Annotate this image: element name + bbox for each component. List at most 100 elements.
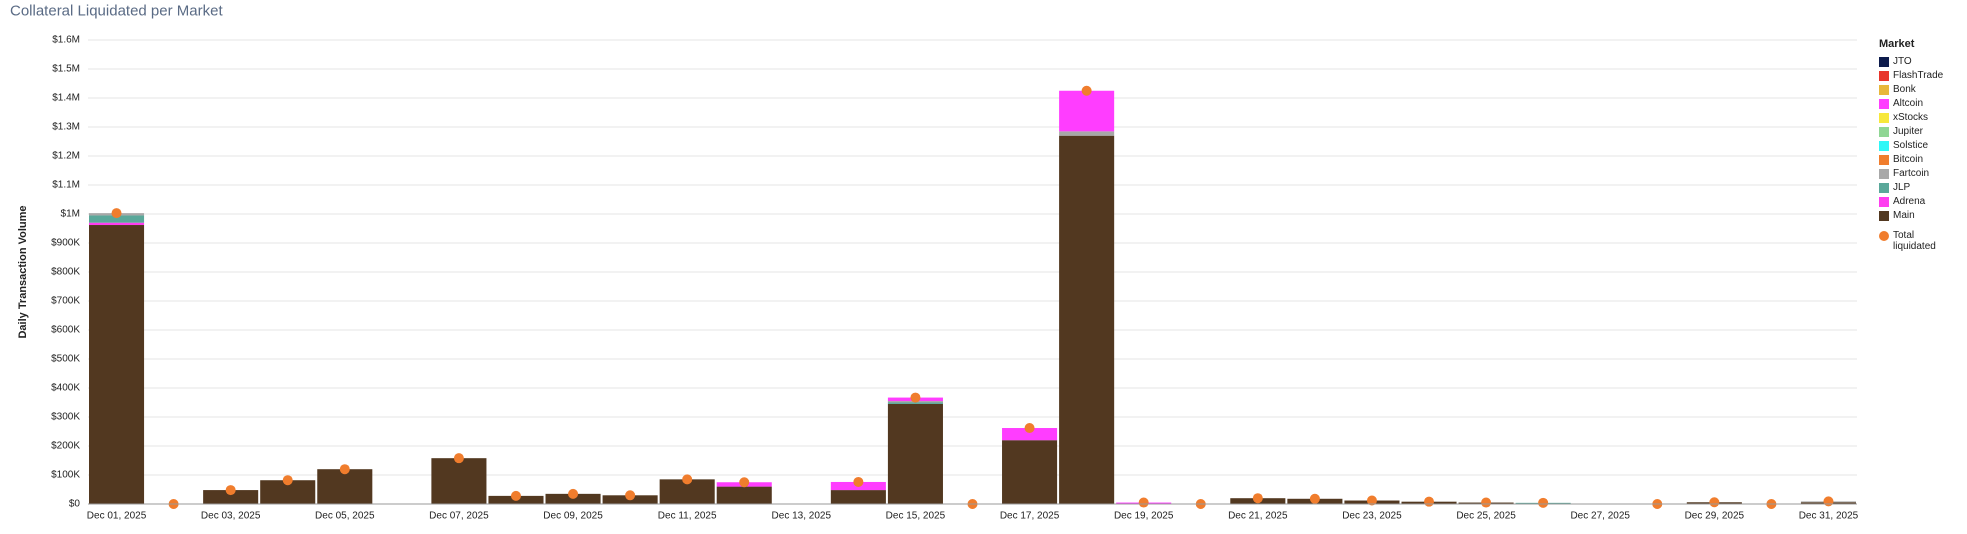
legend-item: Main (1879, 210, 1943, 224)
x-tick-label: Dec 13, 2025 (772, 511, 832, 522)
x-tick-label: Dec 05, 2025 (315, 511, 375, 522)
total-dot (282, 475, 293, 486)
legend-dot (1879, 231, 1889, 241)
total-dot (682, 474, 693, 485)
total-dot (853, 476, 864, 487)
legend-swatch (1879, 141, 1889, 151)
legend-label: Main (1893, 210, 1915, 221)
legend-label: Bitcoin (1893, 154, 1924, 165)
y-tick-label: $1.3M (52, 122, 80, 133)
bar-segment (89, 225, 145, 504)
total-dot (1823, 496, 1834, 507)
total-dot (510, 490, 521, 501)
y-tick-label: $1.1M (52, 180, 80, 191)
y-tick-label: $400K (51, 383, 80, 394)
y-tick-label: $1M (61, 209, 80, 220)
total-dot (1138, 497, 1149, 508)
legend-item: Bitcoin (1879, 154, 1943, 168)
legend-swatch (1879, 71, 1889, 81)
x-tick-label: Dec 15, 2025 (886, 511, 946, 522)
x-tick-label: Dec 23, 2025 (1342, 511, 1402, 522)
legend-swatch (1879, 85, 1889, 95)
total-dot (739, 477, 750, 488)
legend-label: JLP (1893, 182, 1911, 193)
total-dot (339, 464, 350, 475)
legend-label: Altcoin (1893, 98, 1924, 109)
legend-label: FlashTrade (1893, 70, 1944, 81)
total-dot (1424, 496, 1435, 507)
y-tick-label: $500K (51, 354, 80, 365)
total-dot (568, 488, 579, 499)
y-tick-label: $700K (51, 296, 80, 307)
legend-item: Fartcoin (1879, 168, 1943, 182)
legend-item: Bonk (1879, 84, 1943, 98)
x-tick-label: Dec 29, 2025 (1685, 511, 1745, 522)
legend-swatch (1879, 57, 1889, 67)
legend-swatch (1879, 169, 1889, 179)
bar-segment (203, 490, 259, 504)
bar-segment (887, 403, 943, 504)
y-axis-title: Daily Transaction Volume (17, 205, 29, 338)
total-dot (625, 490, 636, 501)
x-tick-label: Dec 25, 2025 (1456, 511, 1516, 522)
bar-segment (1059, 90, 1115, 132)
legend-item: Adrena (1879, 196, 1943, 210)
legend-item: JLP (1879, 182, 1943, 196)
x-tick-label: Dec 11, 2025 (658, 511, 717, 522)
legend-label: xStocks (1893, 112, 1929, 123)
total-dot (225, 485, 236, 496)
legend-label: JTO (1893, 56, 1912, 67)
legend-item: JTO (1879, 56, 1943, 70)
x-tick-label: Dec 31, 2025 (1799, 511, 1859, 522)
total-dot (1309, 493, 1320, 504)
bar-segment (830, 490, 886, 504)
bar-segment (317, 469, 373, 504)
total-dot (910, 392, 921, 403)
y-tick-label: $200K (51, 441, 80, 452)
bar-segment (89, 215, 145, 223)
legend-swatch (1879, 127, 1889, 137)
legend-label: Total liquidated (1893, 230, 1936, 252)
legend-item: Solstice (1879, 140, 1943, 154)
legend-title: Market (1879, 38, 1915, 50)
y-tick-label: $300K (51, 412, 80, 423)
legend-item: FlashTrade (1879, 70, 1943, 84)
legend-label: Jupiter (1893, 126, 1924, 137)
legend-swatch (1879, 155, 1889, 165)
x-tick-label: Dec 19, 2025 (1114, 511, 1174, 522)
bar-segment (1059, 135, 1115, 504)
bar-segment (887, 402, 943, 404)
bar-segment (89, 222, 145, 226)
total-dot (1366, 495, 1377, 506)
bar-segment (260, 480, 316, 504)
bar-segment (716, 486, 772, 504)
y-tick-label: $600K (51, 325, 80, 336)
total-dot (1709, 497, 1720, 508)
y-tick-label: $800K (51, 267, 80, 278)
legend-label: Fartcoin (1893, 168, 1930, 179)
bar-segment (1002, 428, 1058, 441)
y-tick-label: $0 (69, 499, 81, 510)
legend-swatch (1879, 211, 1889, 221)
total-dot (1024, 423, 1035, 434)
bar-segment (1002, 440, 1058, 504)
x-tick-label: Dec 21, 2025 (1228, 511, 1288, 522)
legend-swatch (1879, 99, 1889, 109)
y-tick-label: $1.6M (52, 35, 80, 46)
chart-title: Collateral Liquidated per Market (10, 2, 223, 19)
legend-item: xStocks (1879, 112, 1943, 126)
legend-label: Adrena (1893, 196, 1926, 207)
x-tick-label: Dec 07, 2025 (429, 511, 489, 522)
y-tick-label: $1.5M (52, 64, 80, 75)
x-tick-label: Dec 01, 2025 (87, 511, 147, 522)
total-dot (1081, 85, 1092, 96)
legend-item: Altcoin (1879, 98, 1943, 112)
legend-label: Solstice (1893, 140, 1929, 151)
total-dot (1252, 493, 1263, 504)
x-tick-label: Dec 09, 2025 (543, 511, 603, 522)
bar-segment (431, 458, 487, 504)
bar-segment (545, 493, 601, 504)
x-tick-label: Dec 17, 2025 (1000, 511, 1060, 522)
